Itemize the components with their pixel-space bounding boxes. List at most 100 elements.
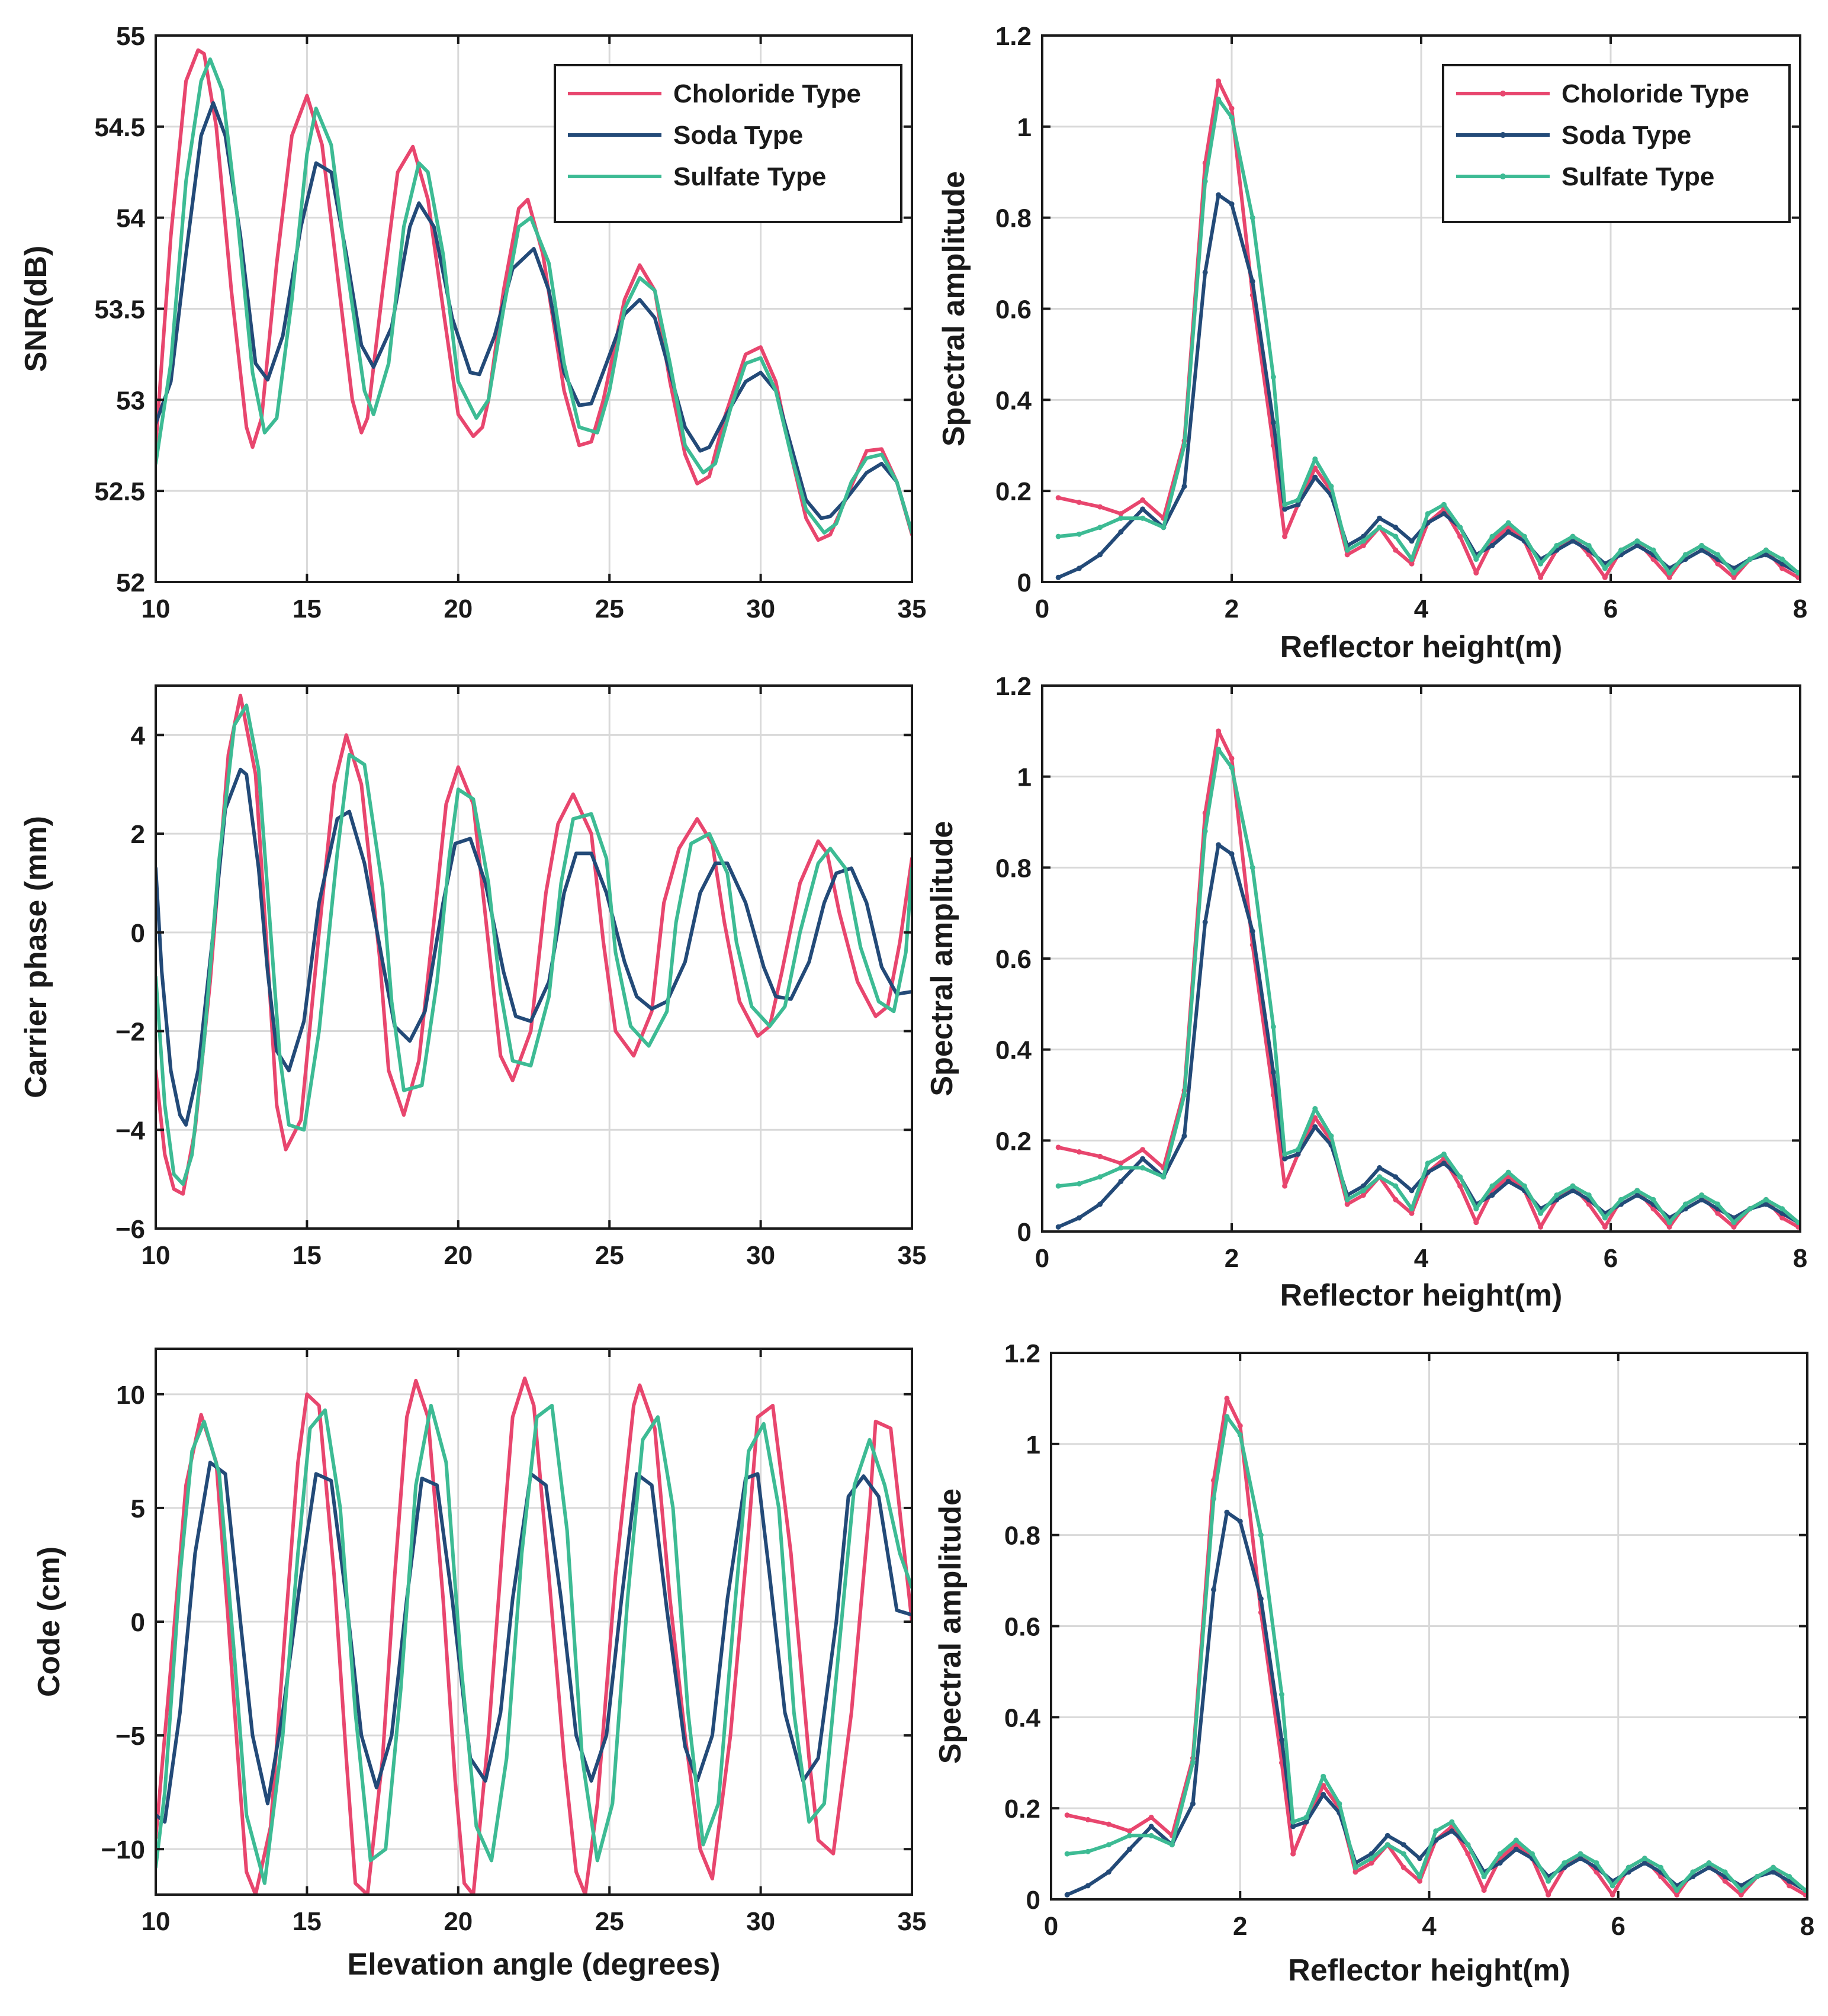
x-tick-label: 15 — [293, 594, 322, 623]
data-point — [1190, 1800, 1196, 1806]
data-point — [1202, 178, 1208, 184]
data-point — [1787, 1883, 1792, 1889]
data-point — [1771, 1869, 1776, 1875]
data-point — [1586, 542, 1592, 548]
data-point — [1249, 864, 1255, 870]
data-point — [1393, 547, 1399, 553]
y-tick-label: 0 — [1017, 568, 1032, 597]
data-point — [1097, 1174, 1103, 1180]
y-axis-label: Code (cm) — [32, 1546, 66, 1697]
data-point — [1425, 511, 1431, 517]
data-point — [1473, 1206, 1479, 1212]
data-point — [1169, 1842, 1175, 1848]
data-point — [1290, 1851, 1296, 1857]
data-point — [1337, 1800, 1342, 1806]
data-point — [1237, 1432, 1243, 1438]
legend-label: Sulfate Type — [673, 162, 826, 191]
y-axis-label: Spectral amplitude — [937, 171, 971, 446]
y-tick-label: 53 — [116, 386, 145, 415]
data-point — [1787, 1874, 1792, 1880]
data-point — [1282, 506, 1288, 512]
data-point — [1295, 497, 1301, 503]
data-point — [1229, 764, 1235, 770]
data-point — [1237, 1423, 1243, 1429]
data-point — [1118, 1178, 1124, 1184]
data-point — [1393, 533, 1399, 539]
data-point — [1085, 1816, 1091, 1822]
panel-snr: 10 15 20 25 30 35 52 52.5 53 53.5 54 54.5 55 SNR(dB) C… — [19, 22, 926, 623]
series-line-1 — [156, 767, 912, 1127]
data-point — [1393, 1183, 1399, 1189]
data-point — [1393, 1197, 1399, 1202]
panel-snr_spectrum: 0 2 4 6 8 0 0.2 0.4 0.6 0.8 1 1.2 Reflector height(m… — [937, 22, 1807, 664]
data-point — [1538, 561, 1544, 567]
data-point — [1538, 1210, 1544, 1216]
x-tick-label: 6 — [1604, 1244, 1618, 1273]
data-point — [1270, 420, 1276, 426]
x-tick-label: 4 — [1422, 1912, 1437, 1941]
y-tick-label: 10 — [116, 1381, 145, 1410]
data-point — [1754, 1874, 1760, 1880]
data-point — [1303, 1819, 1309, 1825]
data-point — [1658, 1864, 1664, 1870]
data-point — [1161, 525, 1167, 530]
data-point — [1344, 552, 1350, 558]
data-point — [1763, 552, 1769, 558]
data-point — [1303, 1815, 1309, 1821]
data-point — [1148, 1824, 1154, 1829]
data-point — [1706, 1860, 1712, 1866]
y-tick-label: 0.6 — [995, 945, 1032, 974]
y-tick-label: 0.4 — [995, 386, 1032, 415]
data-point — [1216, 728, 1222, 734]
y-axis-label: Spectral amplitude — [925, 821, 959, 1096]
data-point — [1249, 928, 1255, 934]
data-point — [1409, 561, 1415, 567]
x-axis-label: Elevation angle (degrees) — [348, 1947, 721, 1982]
data-point — [1666, 1224, 1672, 1230]
data-point — [1625, 1864, 1631, 1870]
data-point — [1181, 483, 1187, 489]
data-point — [1666, 1220, 1672, 1226]
y-tick-label: −6 — [115, 1215, 145, 1244]
data-point — [1489, 1192, 1495, 1198]
data-point — [1249, 278, 1255, 284]
data-point — [1229, 851, 1235, 857]
data-point — [1425, 1160, 1431, 1166]
data-point — [1529, 1851, 1535, 1857]
data-point — [1722, 1869, 1728, 1875]
data-point — [1270, 374, 1276, 380]
series-group — [156, 693, 912, 1196]
y-axis-label: Spectral amplitude — [933, 1488, 968, 1764]
data-point — [1140, 1165, 1146, 1171]
data-point — [1449, 1828, 1455, 1834]
y-axis-label: Carrier phase (mm) — [19, 816, 53, 1098]
data-point — [1282, 1183, 1288, 1189]
y-tick-label: −5 — [115, 1722, 145, 1751]
data-point — [1715, 561, 1721, 567]
data-point — [1570, 1188, 1576, 1194]
y-tick-label: 53.5 — [94, 295, 145, 324]
legend-marker — [1500, 132, 1506, 138]
data-point — [1521, 533, 1527, 539]
data-point — [1126, 1828, 1132, 1834]
data-point — [1321, 1773, 1326, 1779]
data-point — [1457, 533, 1463, 539]
data-point — [1481, 1874, 1487, 1880]
data-point — [1312, 1106, 1318, 1112]
data-point — [1055, 1144, 1061, 1150]
y-tick-label: 4 — [131, 721, 146, 750]
data-point — [1666, 574, 1672, 580]
data-point — [1106, 1821, 1111, 1827]
data-point — [1513, 1837, 1519, 1843]
data-point — [1699, 1197, 1705, 1202]
data-point — [1562, 1860, 1567, 1866]
data-point — [1097, 525, 1103, 530]
data-point — [1400, 1842, 1406, 1848]
data-point — [1666, 570, 1672, 576]
data-point — [1282, 533, 1288, 539]
y-tick-label: −4 — [115, 1116, 146, 1145]
x-tick-label: 10 — [142, 1241, 171, 1270]
data-point — [1393, 525, 1399, 530]
data-point — [1360, 1192, 1366, 1198]
data-point — [1505, 1169, 1511, 1175]
